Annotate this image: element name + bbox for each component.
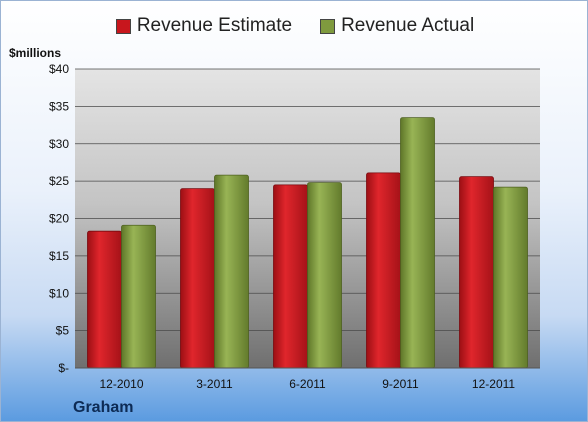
- y-tick-label: $30: [49, 137, 69, 151]
- x-tick-label: 12-2010: [99, 377, 143, 391]
- bar-actual: [121, 224, 156, 369]
- y-axis-ticks: $- $5 $10 $15 $20 $25 $30 $35 $40: [49, 62, 69, 375]
- bar-estimate: [87, 230, 122, 369]
- bar-estimate: [273, 184, 308, 369]
- bars: [87, 117, 528, 369]
- x-tick-label: 3-2011: [196, 377, 233, 391]
- x-tick-label: 9-2011: [382, 377, 419, 391]
- y-tick-label: $10: [49, 286, 69, 300]
- legend-label-actual: Revenue Actual: [341, 15, 475, 36]
- bar-actual: [400, 117, 435, 369]
- bar-actual: [493, 186, 528, 369]
- x-tick-label: 12-2011: [472, 377, 515, 391]
- bar-estimate: [459, 176, 494, 369]
- legend-item-estimate: Revenue Estimate: [115, 15, 293, 37]
- company-title: Graham: [73, 399, 134, 416]
- bar-estimate: [180, 188, 215, 369]
- y-axis-unit-label: $millions: [9, 46, 62, 60]
- legend-item-actual: Revenue Actual: [320, 15, 474, 37]
- legend-label-estimate: Revenue Estimate: [136, 15, 293, 36]
- y-tick-label: $-: [58, 361, 69, 375]
- bar-actual: [307, 182, 342, 369]
- y-tick-label: $15: [49, 249, 69, 263]
- x-axis-ticks: 12-2010 3-2011 6-2011 9-2011 12-2011: [99, 377, 515, 391]
- legend-swatch-estimate: [115, 18, 131, 34]
- y-tick-label: $40: [49, 62, 69, 76]
- bar-actual: [214, 174, 249, 369]
- legend-swatch-actual: [320, 18, 336, 34]
- y-tick-label: $5: [56, 324, 70, 338]
- bar-estimate: [366, 172, 401, 369]
- x-tick-label: 6-2011: [289, 377, 326, 391]
- legend: Revenue Estimate Revenue Actual: [1, 15, 587, 37]
- y-tick-label: $20: [49, 212, 69, 226]
- y-tick-label: $25: [49, 174, 69, 188]
- y-tick-label: $35: [49, 99, 69, 113]
